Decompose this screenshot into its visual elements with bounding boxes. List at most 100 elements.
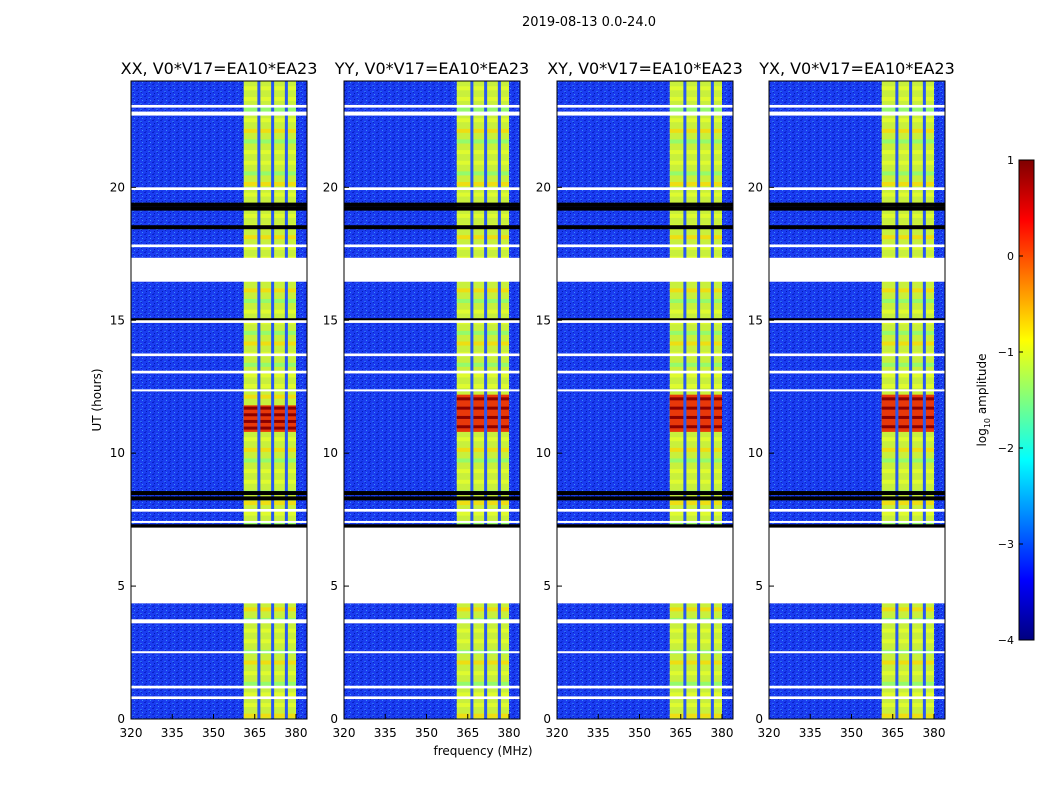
- rfi-band-stripe: [881, 309, 934, 314]
- x-tick-label: 350: [840, 726, 863, 740]
- channel-gap: [257, 81, 261, 719]
- panel-title: XX, V0*V17=EA10*EA23: [121, 59, 318, 78]
- rfi-band-stripe: [669, 139, 722, 144]
- rfi-band-stripe: [669, 362, 722, 367]
- rfi-band-stripe: [243, 469, 296, 474]
- flagged-range: [769, 619, 945, 624]
- x-tick-label: 380: [923, 726, 946, 740]
- rfi-band-stripe: [881, 458, 934, 463]
- axes-frame: [768, 80, 946, 720]
- dark-line: [769, 202, 945, 207]
- channel-gap: [909, 81, 913, 719]
- x-tick-label: 365: [881, 726, 904, 740]
- rfi-band-stripe: [669, 660, 722, 665]
- rfi-band-stripe: [881, 681, 934, 686]
- rfi-band-stripe: [456, 479, 509, 484]
- rfi-band-stripe: [243, 213, 296, 218]
- rfi-band-stripe: [669, 671, 722, 676]
- rfi-band-stripe: [456, 607, 509, 612]
- rfi-band-stripe: [456, 192, 509, 197]
- colorbar-tick-label: −2: [998, 442, 1014, 455]
- flagged-range: [769, 187, 945, 190]
- dark-line: [769, 496, 945, 501]
- rfi-band-stripe: [243, 235, 296, 240]
- flagged-range: [131, 187, 307, 190]
- rfi-band-stripe: [456, 511, 509, 516]
- flagged-range: [344, 527, 520, 604]
- rfi-band-stripe: [669, 235, 722, 240]
- rfi-band-stripe: [243, 330, 296, 335]
- rfi-band-stripe: [881, 373, 934, 378]
- rfi-band-stripe: [243, 118, 296, 123]
- burst-peak: [881, 397, 934, 401]
- flagged-range: [557, 257, 733, 282]
- rfi-band-stripe: [669, 384, 722, 389]
- rfi-band-stripe: [456, 213, 509, 218]
- dark-line: [769, 491, 945, 496]
- channel-gap: [683, 81, 687, 719]
- rfi-band-stripe: [456, 458, 509, 463]
- y-tick-label: 15: [110, 313, 125, 327]
- x-tick-label: 320: [758, 726, 781, 740]
- channel-gap: [922, 81, 926, 719]
- rfi-band-stripe: [456, 341, 509, 346]
- rfi-band-stripe: [669, 107, 722, 112]
- burst-peak: [456, 397, 509, 401]
- y-tick-label: 0: [543, 712, 551, 726]
- flagged-range: [769, 685, 945, 689]
- rfi-band-stripe: [243, 628, 296, 633]
- rfi-band-stripe: [669, 479, 722, 484]
- dark-line: [557, 491, 733, 496]
- rfi-band-stripe: [669, 341, 722, 346]
- flagged-range: [131, 527, 307, 604]
- y-tick-label: 20: [536, 180, 551, 194]
- rfi-band-stripe: [669, 245, 722, 250]
- rfi-band-stripe: [669, 703, 722, 708]
- dark-line: [557, 206, 733, 211]
- rfi-band-stripe: [456, 469, 509, 474]
- rfi-band-stripe: [456, 437, 509, 442]
- burst-peak: [243, 419, 296, 423]
- rfi-band-stripe: [243, 171, 296, 176]
- rfi-band-stripe: [243, 384, 296, 389]
- rfi-band-stripe: [243, 681, 296, 686]
- dark-line: [131, 206, 307, 211]
- rfi-band-stripe: [881, 660, 934, 665]
- rfi-band-stripe: [881, 607, 934, 612]
- x-tick-label: 335: [587, 726, 610, 740]
- rfi-band-stripe: [669, 437, 722, 442]
- rfi-band-stripe: [881, 118, 934, 123]
- rfi-band-stripe: [243, 458, 296, 463]
- rfi-band-stripe: [669, 713, 722, 718]
- rfi-band-stripe: [881, 245, 934, 250]
- flagged-range: [344, 187, 520, 190]
- rfi-band-stripe: [881, 713, 934, 718]
- panel-3: 320 335 350 365 380 0 5 10 15 20 XY, V0*V17=EA10*E…: [536, 59, 743, 740]
- rfi-band-stripe: [669, 511, 722, 516]
- burst-peak: [243, 413, 296, 417]
- flagged-range: [344, 353, 520, 357]
- flagged-range: [557, 353, 733, 357]
- rfi-band-stripe: [881, 150, 934, 155]
- dark-line: [131, 225, 307, 230]
- rfi-band-stripe: [243, 639, 296, 644]
- colorbar-label-sub: 10: [983, 418, 992, 428]
- x-tick-label: 350: [415, 726, 438, 740]
- burst-peak: [456, 425, 509, 429]
- channel-gap: [497, 81, 501, 719]
- flagged-range: [557, 520, 733, 523]
- rfi-band-stripe: [243, 479, 296, 484]
- rfi-band-stripe: [881, 128, 934, 133]
- rfi-band-stripe: [669, 628, 722, 633]
- axes-frame: [130, 80, 308, 720]
- flagged-range: [131, 389, 307, 392]
- rfi-band-stripe: [881, 182, 934, 187]
- rfi-band-stripe: [456, 384, 509, 389]
- y-tick-label: 15: [748, 313, 763, 327]
- x-axis-label: frequency (MHz): [433, 744, 532, 758]
- flagged-range: [344, 111, 520, 116]
- axes-frame: [343, 80, 521, 720]
- rfi-band-stripe: [456, 182, 509, 187]
- rfi-band-stripe: [456, 128, 509, 133]
- rfi-band-stripe: [669, 469, 722, 474]
